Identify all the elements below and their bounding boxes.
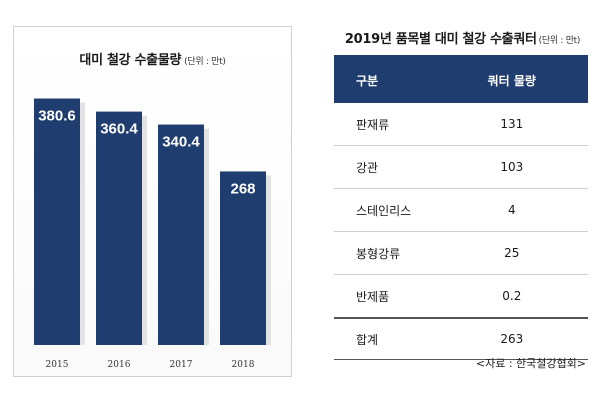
total-value: 263 <box>435 317 588 360</box>
chart-title-text: 대미 철강 수출물량 <box>79 53 182 68</box>
bar <box>158 124 204 345</box>
quota-table: 구분 쿼터 물량 판재류 131 강관 103 스테인리스 4 봉형강류 25 … <box>334 55 588 360</box>
bar-value-label: 360.4 <box>100 121 138 138</box>
table-row: 판재류 131 <box>334 103 588 146</box>
bar-chart: 380.6 2015 360.4 2016 340.4 2017 268 2018 <box>34 98 271 370</box>
total-label: 합계 <box>334 317 436 360</box>
bar-value-label: 268 <box>230 180 255 197</box>
row-category: 봉형강류 <box>334 231 436 275</box>
row-category: 판재류 <box>334 103 436 146</box>
row-category: 강관 <box>334 145 436 189</box>
row-category: 스테인리스 <box>334 188 436 232</box>
chart-title: 대미 철강 수출물량 (단위 : 만t) <box>14 49 291 68</box>
row-category: 반제품 <box>334 274 436 319</box>
x-tick-label: 2018 <box>232 360 255 370</box>
table-unit-note: (단위 : 만t) <box>538 36 581 46</box>
table-row: 봉형강류 25 <box>334 231 588 275</box>
chart-panel: 대미 철강 수출물량 (단위 : 만t) 380.6 2015 360.4 2016 34… <box>13 26 292 377</box>
bar <box>96 111 142 345</box>
table-row: 반제품 0.2 <box>334 274 588 319</box>
chart-unit-note: (단위 : 만t) <box>184 57 226 67</box>
bar <box>220 171 266 345</box>
bar <box>34 98 80 345</box>
x-tick-label: 2017 <box>170 360 193 370</box>
header-category: 구분 <box>334 55 436 103</box>
table-title: 2019년 품목별 대미 철강 수출쿼터 (단위 : 만t) <box>335 28 590 47</box>
table-row: 강관 103 <box>334 145 588 189</box>
bar-value-label: 340.4 <box>162 134 200 151</box>
header-quota: 쿼터 물량 <box>435 55 588 103</box>
table-row: 스테인리스 4 <box>334 188 588 232</box>
source-note: <자료 : 한국철강협회> <box>475 357 586 370</box>
table-header-row: 구분 쿼터 물량 <box>334 55 588 103</box>
x-tick-label: 2016 <box>108 360 131 370</box>
table-title-text: 2019년 품목별 대미 철강 수출쿼터 <box>344 32 537 47</box>
row-quota: 25 <box>435 231 588 275</box>
x-tick-label: 2015 <box>46 360 69 370</box>
bar-value-label: 380.6 <box>38 108 76 125</box>
row-quota: 4 <box>435 188 588 232</box>
table-total-row: 합계 263 <box>334 317 588 360</box>
row-quota: 131 <box>435 103 588 146</box>
row-quota: 0.2 <box>435 274 588 319</box>
row-quota: 103 <box>435 145 588 189</box>
